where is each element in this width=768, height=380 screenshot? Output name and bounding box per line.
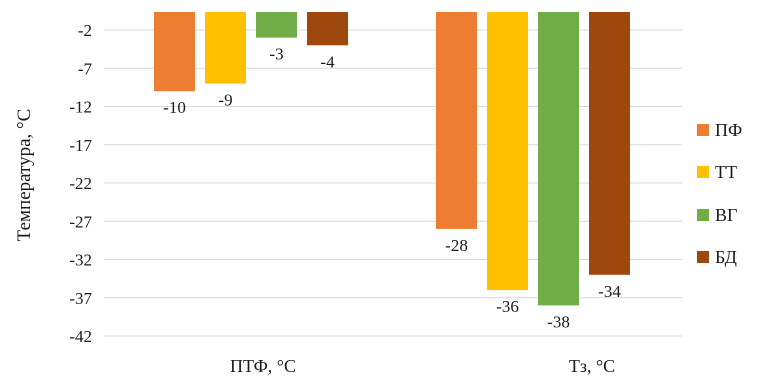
legend-swatch [697, 124, 709, 136]
data-label: -9 [218, 91, 232, 110]
y-axis-title: Температура, °C [14, 109, 35, 242]
legend-label: ПФ [715, 120, 742, 140]
bar-БД [307, 12, 348, 46]
legend-swatch [697, 209, 709, 221]
data-label: -34 [598, 282, 621, 301]
y-tick-label: -2 [78, 21, 92, 40]
data-labels: -10 -9 -3 -4 -28 -36 -38 -34 [163, 45, 621, 332]
bar-ПФ [154, 12, 195, 92]
y-tick-label: -7 [78, 59, 93, 78]
y-tick-label: -37 [69, 289, 92, 308]
legend-item-ВГ[interactable]: ВГ [697, 205, 737, 225]
bars [154, 12, 630, 306]
legend-item-ТТ[interactable]: ТТ [697, 162, 737, 182]
legend-item-БД[interactable]: БД [697, 247, 737, 267]
bar-ВГ [538, 12, 579, 306]
y-tick-label: -12 [69, 98, 92, 117]
bar-ТТ [487, 12, 528, 291]
x-category-label: Тз, °C [569, 356, 615, 376]
bar-ТТ [205, 12, 246, 84]
bar-ПФ [436, 12, 477, 229]
legend-label: ВГ [715, 205, 737, 225]
data-label: -36 [496, 297, 519, 316]
legend-swatch [697, 251, 709, 263]
legend-swatch [697, 166, 709, 178]
x-axis-categories: ПТФ, °C Тз, °C [230, 356, 615, 376]
legend-item-ПФ[interactable]: ПФ [697, 120, 742, 140]
bar-БД [589, 12, 630, 275]
data-label: -38 [547, 312, 570, 331]
y-axis-ticks: -2 -7 -12 -17 -22 -27 -32 -37 -42 [69, 21, 92, 346]
y-tick-label: -32 [69, 251, 92, 270]
bar-ВГ [256, 12, 297, 38]
y-tick-label: -17 [69, 136, 92, 155]
y-tick-label: -42 [69, 327, 92, 346]
x-category-label: ПТФ, °C [230, 356, 296, 376]
y-tick-label: -22 [69, 174, 92, 193]
data-label: -28 [445, 236, 468, 255]
legend-label: ТТ [715, 162, 737, 182]
data-label: -3 [269, 45, 283, 64]
data-label: -4 [320, 52, 335, 71]
y-tick-label: -27 [69, 212, 92, 231]
gridlines [104, 29, 682, 337]
legend[interactable]: ПФ ТТ ВГ БД [697, 120, 742, 267]
legend-label: БД [715, 247, 737, 267]
data-label: -10 [163, 98, 186, 117]
